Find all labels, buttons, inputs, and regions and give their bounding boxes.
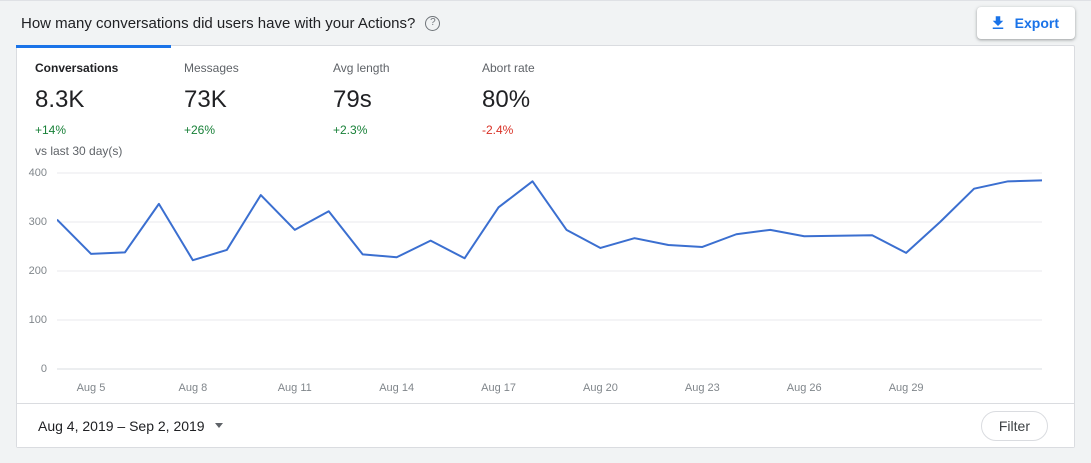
x-axis: Aug 5 Aug 8 Aug 11 Aug 14 Aug 17 Aug 20 Aug 23…: [57, 382, 1042, 398]
x-axis-tick: Aug 17: [481, 382, 516, 394]
filter-button[interactable]: Filter: [980, 410, 1048, 441]
chart-svg: [56, 172, 1043, 370]
metric-delta: +2.3%: [333, 123, 368, 137]
tab-avg-length[interactable]: Avg length 79s +2.3%: [333, 61, 482, 160]
tab-conversations[interactable]: Conversations 8.3K +14% vs last 30 day(s…: [35, 61, 184, 160]
x-axis-tick: Aug 29: [888, 382, 924, 394]
x-axis-tick: Aug 23: [684, 382, 720, 394]
x-axis-tick: Aug 5: [76, 382, 106, 394]
metric-label: Abort rate: [482, 61, 535, 75]
metric-tabs: Conversations 8.3K +14% vs last 30 day(s…: [17, 46, 1074, 160]
conversations-line-chart: 0 100 200 300 400 Aug 5 Aug 8 Aug 11 Aug 14 Aug …: [17, 160, 1074, 405]
tab-abort-rate[interactable]: Abort rate 80% -2.4%: [482, 61, 631, 160]
help-icon[interactable]: ?: [425, 15, 441, 31]
card-footer: Aug 4, 2019 – Sep 2, 2019 Filter: [17, 403, 1074, 447]
y-axis-tick: 300: [28, 216, 47, 228]
y-axis: 0 100 200 300 400: [17, 167, 47, 375]
x-axis-tick: Aug 20: [583, 382, 618, 394]
y-axis-tick: 0: [40, 363, 47, 375]
date-range-label: Aug 4, 2019 – Sep 2, 2019: [38, 417, 205, 434]
x-axis-tick: Aug 11: [277, 382, 312, 394]
chevron-down-icon: [214, 423, 223, 428]
download-icon: [992, 16, 1003, 29]
y-axis-tick: 200: [28, 265, 47, 277]
metric-delta: -2.4%: [482, 123, 514, 137]
page-header: How many conversations did users have wi…: [0, 1, 1091, 45]
x-axis-tick: Aug 26: [786, 382, 822, 394]
plot-area[interactable]: [56, 172, 1043, 370]
export-button[interactable]: Export: [976, 7, 1075, 39]
y-axis-tick: 100: [28, 314, 47, 326]
conversations-analytics-card: Conversations 8.3K +14% vs last 30 day(s…: [16, 45, 1075, 448]
metric-delta: +26%: [184, 123, 216, 137]
date-range-selector[interactable]: Aug 4, 2019 – Sep 2, 2019: [38, 418, 223, 434]
export-button-label: Export: [1014, 15, 1059, 31]
metric-label: Conversations: [35, 61, 119, 75]
metric-delta: +14%: [35, 123, 67, 137]
metric-label: Avg length: [333, 61, 390, 75]
metric-comparison-note: vs last 30 day(s): [35, 144, 123, 158]
metric-value: 80%: [482, 86, 531, 113]
metric-label: Messages: [184, 61, 239, 75]
conversations-series-line: [56, 179, 1043, 262]
tab-messages[interactable]: Messages 73K +26%: [184, 61, 333, 160]
y-axis-tick: 400: [28, 167, 47, 179]
metric-value: 8.3K: [35, 86, 85, 113]
x-axis-tick: Aug 14: [379, 382, 415, 394]
active-tab-indicator: [16, 45, 171, 48]
page-title: How many conversations did users have wi…: [21, 14, 416, 32]
metric-value: 79s: [333, 86, 372, 113]
metric-value: 73K: [184, 86, 227, 113]
x-axis-tick: Aug 8: [178, 382, 208, 394]
